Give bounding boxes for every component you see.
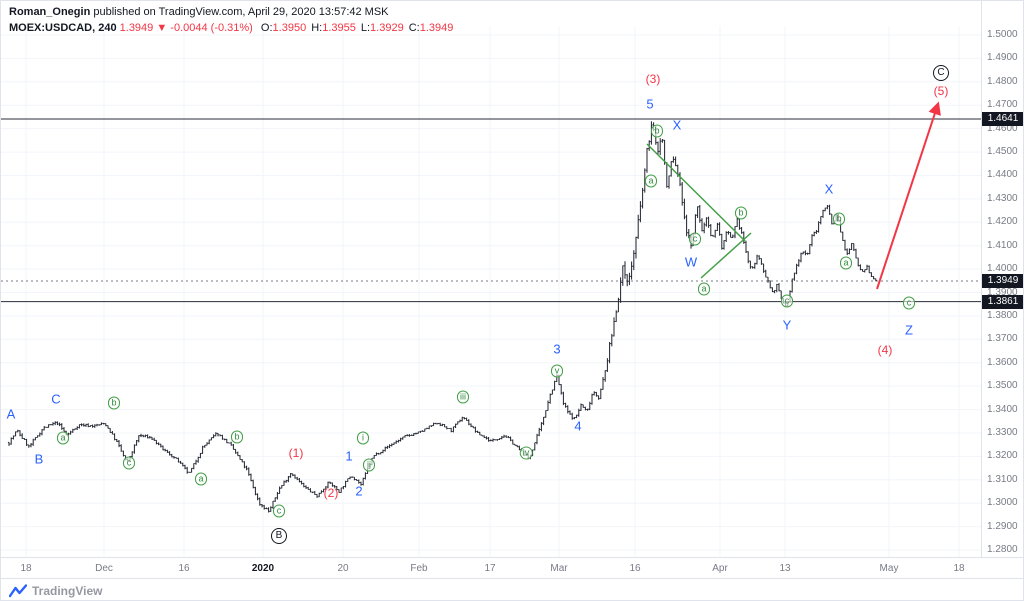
price-bars (7, 121, 877, 513)
time-axis-label: May (879, 563, 899, 574)
price-tick-label: 1.3400 (987, 403, 1018, 415)
price-axis[interactable]: 1.5000 1.4900 1.4800 1.4700 1.4600 1.4500 1.44… (981, 1, 1023, 578)
ohlc-value: 1.3950 (272, 22, 307, 34)
last-price: 1.3949 (119, 22, 154, 34)
publish-info: published on TradingView.com, April 29, … (93, 6, 389, 18)
time-axis-label: Mar (550, 563, 568, 574)
price-tick-label: 1.4200 (987, 216, 1018, 228)
price-tick-label: 1.2800 (987, 544, 1018, 556)
price-tick-label: 1.3900 (987, 286, 1018, 298)
price-tick-label: 1.4300 (987, 192, 1018, 204)
price-tick-label: 1.3000 (987, 497, 1018, 509)
trendlines (646, 143, 752, 279)
chart-header: Roman_Onegin published on TradingView.co… (9, 6, 453, 34)
price-tick-label: 1.3700 (987, 333, 1018, 345)
time-axis-label: 18 (953, 563, 965, 574)
tradingview-logo-icon (9, 583, 27, 597)
time-axis-label: 16 (629, 563, 641, 574)
ohlc-value: 1.3949 (419, 22, 454, 34)
publish-line: Roman_Onegin published on TradingView.co… (9, 6, 453, 18)
price-tick-label: 1.5000 (987, 29, 1018, 40)
ohlc-value: 1.3955 (322, 22, 356, 34)
price-tick-label: 1.3100 (987, 473, 1018, 485)
time-axis-label: 2020 (251, 563, 275, 574)
tradingview-logo-text[interactable]: TradingView (32, 583, 103, 598)
price-badge: 1.4641 (982, 112, 1023, 127)
price-tick-label: 1.4000 (987, 263, 1018, 275)
time-axis-label: 20 (337, 563, 349, 574)
time-axis-label: 13 (779, 563, 791, 574)
attribution-bar: TradingView (1, 578, 1023, 600)
time-axis-label: 17 (484, 563, 496, 574)
price-tick-label: 1.4600 (987, 122, 1018, 134)
price-tick-label: 1.3300 (987, 426, 1018, 438)
time-axis-label: 16 (178, 563, 190, 574)
price-tick-label: 1.3500 (987, 380, 1018, 392)
projection-arrow (876, 101, 941, 290)
price-tick-label: 1.4800 (987, 75, 1018, 87)
price-tick-label: 1.4500 (987, 146, 1018, 158)
price-tick-label: 1.3200 (987, 450, 1018, 462)
time-axis[interactable]: 18 Dec 16 2020 20 Feb 17 Mar 16 Apr 13 May 18 (1, 557, 1023, 578)
price-tick-label: 1.4100 (987, 239, 1018, 251)
price-badge: 1.3861 (982, 294, 1023, 309)
price-badge: 1.3949 (982, 274, 1023, 289)
ohlc-label: C: (408, 22, 420, 34)
price-change: ▼ -0.0044 (-0.31%) (156, 22, 253, 34)
time-axis-label: Feb (410, 563, 428, 574)
price-tick-label: 1.4400 (987, 169, 1018, 181)
price-tick-label: 1.2900 (987, 520, 1018, 532)
price-tick-label: 1.3800 (987, 309, 1018, 321)
price-tick-label: 1.4700 (987, 99, 1018, 111)
time-axis-label: 18 (20, 563, 32, 574)
symbol-legend: MOEX:USDCAD, 240 1.3949 ▼ -0.0044 (-0.31… (9, 22, 453, 34)
price-tick-label: 1.3600 (987, 356, 1018, 368)
ohlc-label: H: (311, 22, 323, 34)
ohlc-label: O: (260, 22, 273, 34)
ohlc-values: O:1.3950 H:1.3955 L:1.3929 C:1.3949 (256, 22, 453, 34)
symbol-title[interactable]: MOEX:USDCAD, 240 (9, 22, 117, 34)
grid-lines (1, 26, 981, 557)
level-lines (1, 118, 981, 303)
time-axis-label: Apr (712, 563, 728, 574)
price-tick-label: 1.4900 (987, 52, 1018, 64)
ohlc-label: L: (360, 22, 371, 34)
ohlc-value: 1.3929 (370, 22, 404, 34)
author-name[interactable]: Roman_Onegin (9, 6, 91, 18)
time-axis-label: Dec (95, 563, 113, 574)
